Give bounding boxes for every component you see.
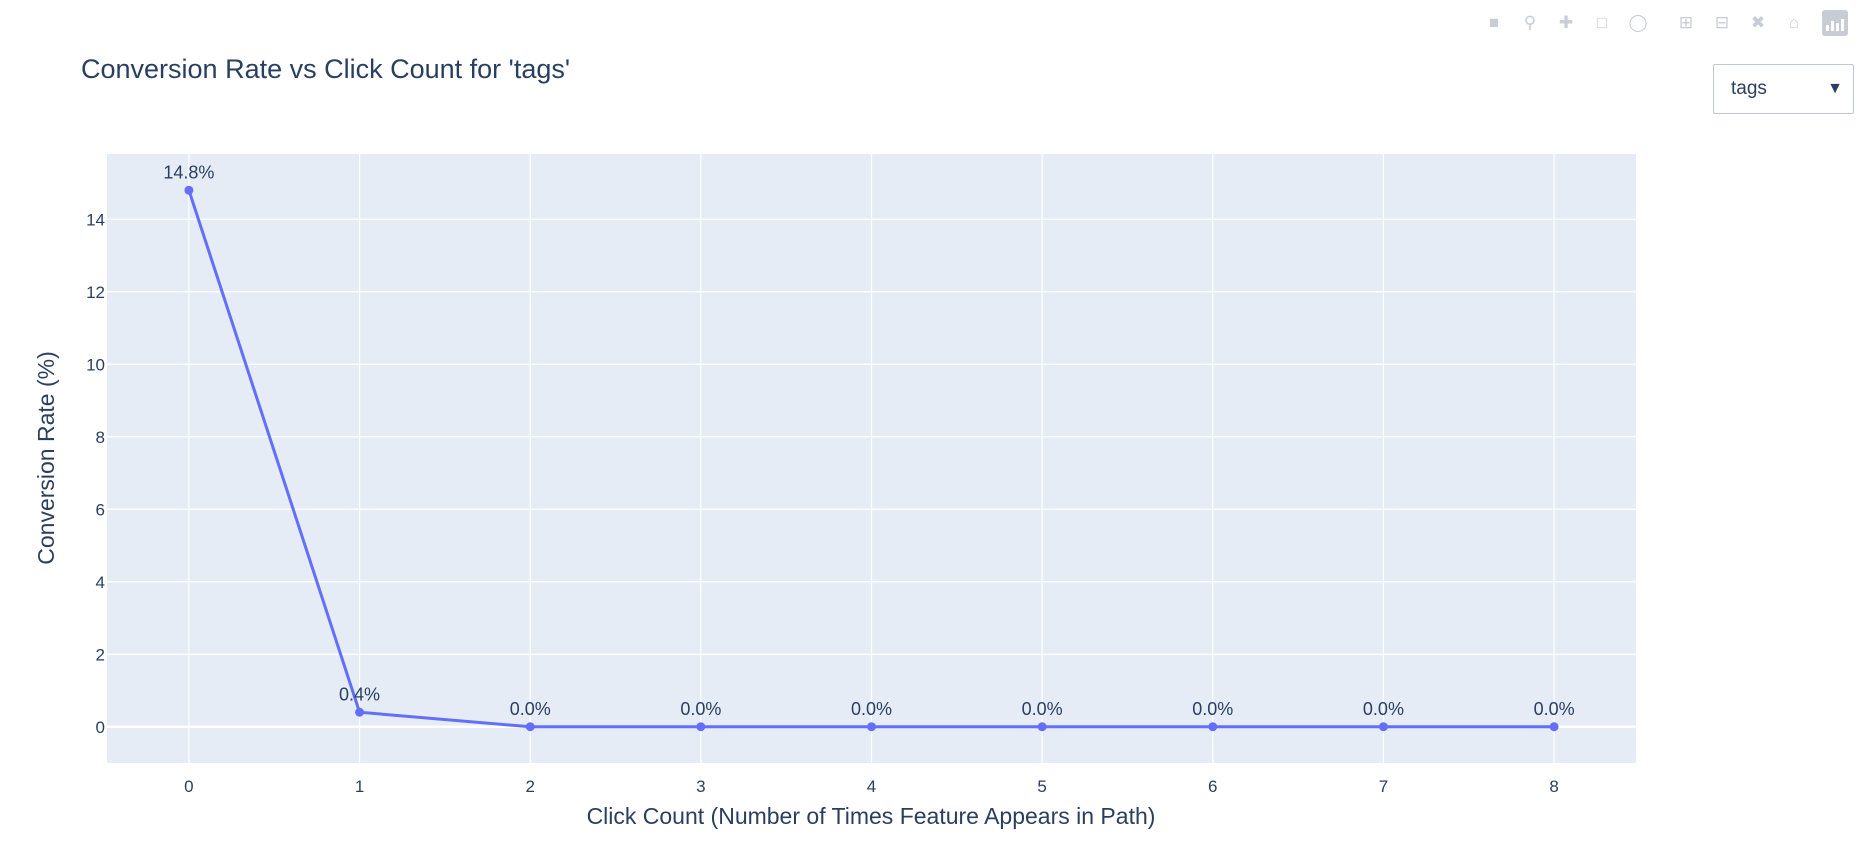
- y-tick-label: 8: [96, 428, 105, 447]
- modebar: ■ ⚲ ✚ □ ◯ ⊞ ⊟ ✖ ⌂: [1476, 10, 1848, 36]
- data-point[interactable]: [1549, 722, 1559, 732]
- lasso-select-icon[interactable]: ◯: [1628, 13, 1648, 32]
- autoscale-icon[interactable]: ✖: [1750, 13, 1766, 32]
- y-tick-label: 12: [86, 283, 105, 302]
- data-markers: [184, 185, 1559, 732]
- feature-dropdown[interactable]: tags ▼: [1713, 64, 1854, 114]
- reset-axes-icon[interactable]: ⌂: [1788, 13, 1800, 32]
- camera-icon[interactable]: ■: [1488, 13, 1500, 32]
- data-label: 0.0%: [1192, 699, 1233, 719]
- box-select-icon[interactable]: □: [1596, 13, 1608, 32]
- zoom-in-icon[interactable]: ⊞: [1678, 13, 1694, 32]
- data-point[interactable]: [696, 722, 706, 732]
- grid-lines: [107, 154, 1636, 763]
- data-label: 0.0%: [1363, 699, 1404, 719]
- data-point[interactable]: [1378, 722, 1388, 732]
- data-label: 14.8%: [163, 162, 214, 182]
- dropdown-selected-value: tags: [1731, 78, 1767, 99]
- x-tick-label: 3: [696, 777, 705, 796]
- x-tick-label: 1: [355, 777, 364, 796]
- x-tick-label: 6: [1208, 777, 1217, 796]
- x-tick-labels: 0 1 2 3 4 5 6 7 8: [184, 777, 1559, 796]
- data-point[interactable]: [355, 707, 365, 717]
- y-tick-label: 6: [96, 500, 105, 519]
- data-label: 0.4%: [339, 684, 380, 704]
- zoom-out-icon[interactable]: ⊟: [1714, 13, 1730, 32]
- x-tick-label: 5: [1037, 777, 1046, 796]
- data-point[interactable]: [1208, 722, 1218, 732]
- data-label: 0.0%: [510, 699, 551, 719]
- x-tick-label: 8: [1549, 777, 1558, 796]
- data-point[interactable]: [184, 185, 194, 195]
- data-point[interactable]: [867, 722, 876, 732]
- y-tick-label: 14: [86, 210, 105, 229]
- x-tick-label: 7: [1379, 777, 1388, 796]
- x-tick-label: 4: [867, 777, 876, 796]
- chevron-down-icon: ▼: [1827, 80, 1843, 97]
- data-point[interactable]: [1037, 722, 1047, 732]
- x-tick-label: 0: [184, 777, 193, 796]
- data-label: 0.0%: [1534, 699, 1575, 719]
- y-tick-label: 4: [96, 573, 105, 592]
- data-label: 0.0%: [680, 699, 721, 719]
- y-tick-labels: 0 2 4 6 8 10 12 14: [86, 210, 105, 737]
- pan-icon[interactable]: ✚: [1558, 13, 1574, 32]
- plotly-logo-icon[interactable]: [1822, 10, 1848, 36]
- y-tick-label: 2: [96, 645, 105, 664]
- chart-title: Conversion Rate vs Click Count for 'tags…: [81, 54, 570, 84]
- data-label: 0.0%: [1022, 699, 1063, 719]
- zoom-icon[interactable]: ⚲: [1523, 13, 1537, 32]
- data-point[interactable]: [525, 722, 535, 732]
- x-tick-label: 2: [525, 777, 534, 796]
- y-tick-label: 10: [86, 355, 105, 374]
- data-label: 0.0%: [851, 699, 892, 719]
- y-axis-label: Conversion Rate (%): [33, 351, 59, 564]
- x-axis-label: Click Count (Number of Times Feature App…: [587, 803, 1156, 829]
- data-labels: 14.8% 0.4% 0.0% 0.0% 0.0% 0.0% 0.0% 0.0% 0.0%: [163, 162, 1574, 719]
- y-tick-label: 0: [96, 718, 105, 737]
